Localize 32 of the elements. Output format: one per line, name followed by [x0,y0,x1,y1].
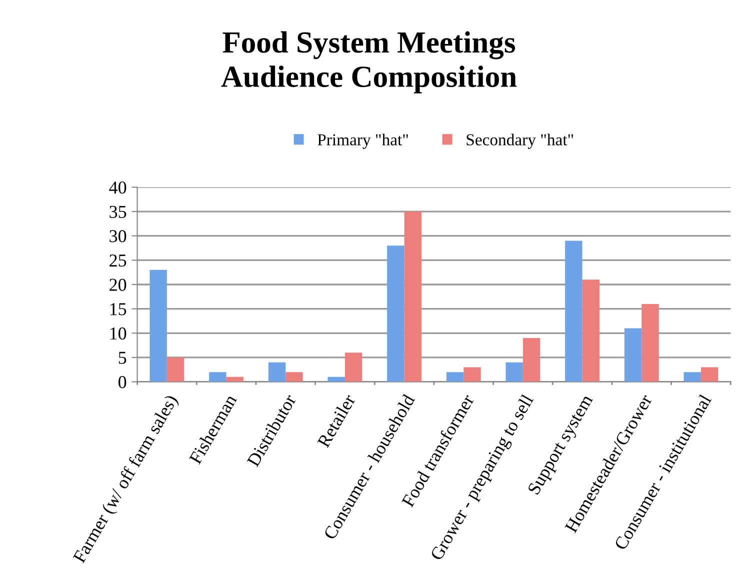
y-tick-label: 5 [118,352,126,364]
bar [226,376,244,382]
bar [286,372,303,382]
y-tick-label: 0 [118,376,126,388]
bar [642,304,659,382]
legend-label: Primary "hat" [318,134,408,149]
y-tick-label: 40 [109,181,126,194]
bar [582,280,600,382]
bar [344,352,362,382]
y-tick-label: 35 [110,206,126,218]
bar [404,212,422,382]
bar [387,246,404,382]
bar [700,367,718,382]
y-tick-label: 20 [110,278,126,291]
bar [150,270,167,382]
bar [506,362,523,382]
y-tick-label: 15 [110,303,126,316]
bar [268,362,286,382]
bar [522,338,540,382]
y-tick-label: 30 [110,230,126,242]
legend-label: Secondary "hat" [466,134,574,149]
bar [624,328,642,382]
bar [209,372,226,382]
bar [684,372,701,382]
chart-title: Food System Meetings Audience Composition [221,31,517,94]
bar [565,240,582,382]
bar [464,367,481,382]
bar [446,372,464,382]
y-tick-label: 10 [110,327,126,340]
bar [166,357,184,382]
y-tick-label: 25 [110,254,126,267]
bar [328,376,345,382]
